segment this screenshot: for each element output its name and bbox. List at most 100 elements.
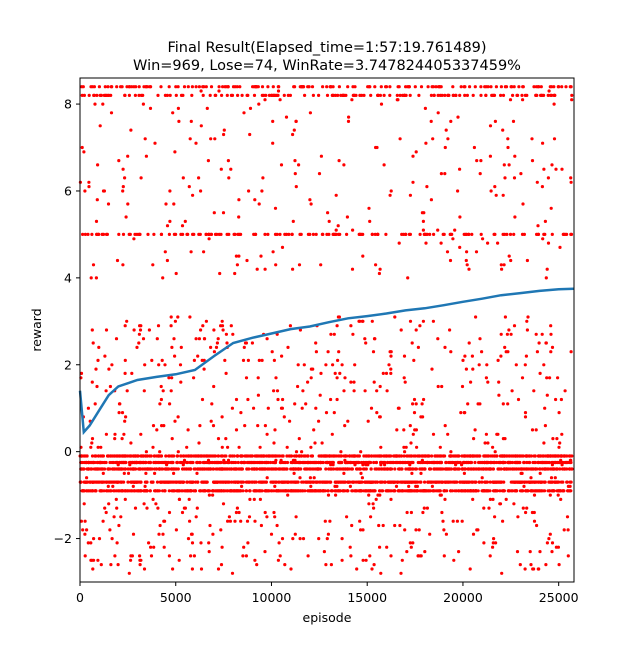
scatter-point bbox=[98, 467, 102, 471]
scatter-point bbox=[211, 467, 215, 471]
scatter-point bbox=[374, 497, 378, 501]
scatter-point bbox=[270, 93, 274, 97]
scatter-point bbox=[229, 324, 233, 328]
scatter-point bbox=[536, 460, 540, 465]
scatter-point bbox=[464, 460, 468, 465]
scatter-point bbox=[452, 467, 457, 471]
scatter-point bbox=[278, 467, 282, 471]
scatter-point bbox=[423, 480, 427, 484]
scatter-point bbox=[283, 563, 287, 567]
scatter-point bbox=[398, 523, 402, 528]
x-tick-label: 0 bbox=[76, 590, 84, 605]
scatter-point bbox=[380, 480, 384, 484]
scatter-point bbox=[423, 106, 427, 110]
scatter-point bbox=[329, 397, 333, 402]
scatter-point bbox=[517, 454, 522, 458]
scatter-point bbox=[165, 93, 169, 97]
scatter-point bbox=[89, 85, 93, 89]
scatter-point bbox=[371, 489, 375, 493]
scatter-point bbox=[121, 263, 125, 267]
scatter-point bbox=[521, 202, 525, 206]
scatter-point bbox=[563, 389, 567, 393]
scatter-point bbox=[557, 489, 561, 493]
scatter-point bbox=[143, 460, 147, 465]
scatter-point bbox=[137, 341, 141, 345]
scatter-point bbox=[471, 532, 476, 536]
scatter-point bbox=[265, 432, 269, 436]
scatter-point bbox=[415, 445, 419, 449]
scatter-point bbox=[272, 441, 276, 445]
scatter-point bbox=[381, 371, 385, 375]
scatter-point bbox=[309, 376, 313, 380]
scatter-point bbox=[491, 489, 496, 493]
scatter-point bbox=[314, 480, 318, 484]
scatter-point bbox=[206, 489, 210, 493]
scatter-point bbox=[122, 454, 127, 458]
scatter-point bbox=[186, 85, 190, 89]
scatter-point bbox=[420, 211, 424, 215]
scatter-point bbox=[173, 354, 177, 358]
scatter-point bbox=[288, 419, 292, 423]
scatter-point bbox=[560, 463, 564, 467]
scatter-point bbox=[287, 232, 291, 236]
scatter-point bbox=[567, 467, 572, 471]
scatter-point bbox=[82, 454, 86, 458]
scatter-point bbox=[503, 345, 507, 349]
scatter-point bbox=[440, 384, 444, 389]
scatter-point bbox=[512, 232, 516, 236]
scatter-point bbox=[263, 232, 267, 236]
scatter-point bbox=[385, 545, 389, 549]
scatter-point bbox=[326, 350, 330, 354]
scatter-point bbox=[388, 489, 392, 493]
scatter-point bbox=[379, 463, 383, 467]
scatter-point bbox=[418, 480, 422, 484]
scatter-point bbox=[208, 93, 212, 97]
scatter-point bbox=[318, 480, 323, 484]
scatter-point bbox=[465, 454, 469, 458]
scatter-point bbox=[197, 454, 201, 458]
scatter-point bbox=[104, 328, 109, 332]
scatter-point bbox=[178, 460, 182, 465]
scatter-point bbox=[129, 554, 133, 558]
scatter-point bbox=[528, 550, 532, 554]
scatter-point bbox=[123, 371, 127, 375]
scatter-point bbox=[443, 480, 447, 484]
scatter-point bbox=[388, 193, 392, 197]
scatter-point bbox=[98, 124, 102, 128]
scatter-point bbox=[133, 232, 137, 236]
scatter-point bbox=[512, 176, 517, 180]
scatter-point bbox=[88, 480, 93, 484]
scatter-point bbox=[217, 85, 221, 89]
scatter-point bbox=[548, 85, 552, 89]
scatter-point bbox=[447, 93, 451, 97]
scatter-point bbox=[333, 480, 337, 484]
scatter-point bbox=[81, 232, 85, 236]
scatter-point bbox=[546, 489, 550, 493]
scatter-point bbox=[126, 202, 130, 206]
scatter-point bbox=[469, 460, 474, 465]
scatter-point bbox=[376, 232, 380, 236]
scatter-point bbox=[519, 471, 523, 475]
scatter-point bbox=[145, 467, 149, 471]
scatter-point bbox=[163, 467, 167, 471]
scatter-point bbox=[384, 489, 388, 493]
scatter-point bbox=[298, 537, 302, 541]
scatter-point bbox=[239, 411, 243, 415]
scatter-point bbox=[541, 141, 545, 145]
scatter-point bbox=[525, 258, 530, 263]
scatter-point bbox=[293, 159, 297, 163]
scatter-point bbox=[532, 85, 536, 89]
scatter-point bbox=[195, 471, 199, 475]
scatter-point bbox=[343, 376, 347, 380]
x-axis-label: episode bbox=[303, 610, 352, 625]
scatter-point bbox=[515, 460, 520, 465]
scatter-point bbox=[517, 85, 521, 89]
scatter-point bbox=[570, 93, 574, 97]
scatter-point bbox=[362, 93, 366, 97]
scatter-point bbox=[284, 115, 289, 119]
scatter-point bbox=[495, 480, 499, 484]
scatter-point bbox=[149, 554, 154, 558]
scatter-point bbox=[203, 454, 207, 458]
scatter-point bbox=[292, 471, 296, 475]
